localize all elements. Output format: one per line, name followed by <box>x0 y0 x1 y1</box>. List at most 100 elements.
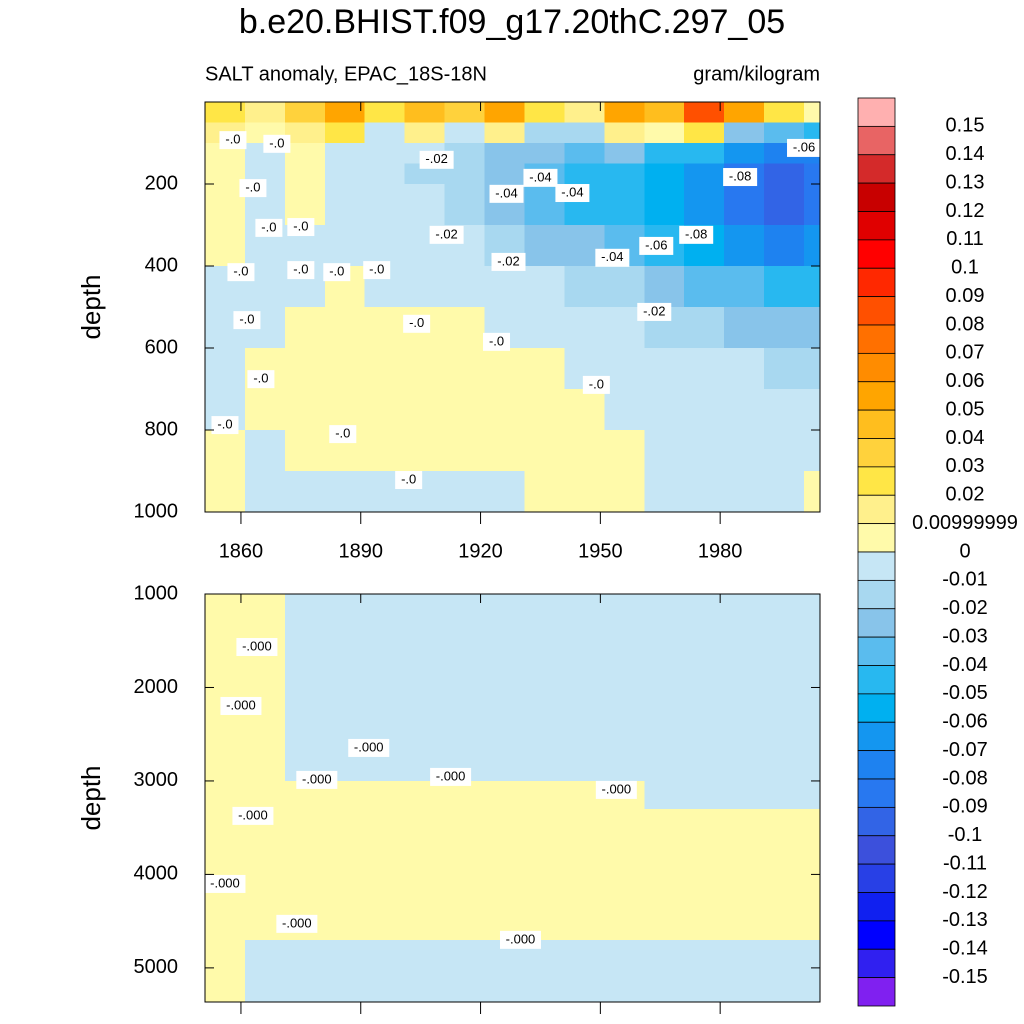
contour-cell <box>444 348 486 390</box>
plot-area: -.000 -.000 -.000 -.000 -.000 -.000 -.000 -.000… <box>205 594 820 1002</box>
colorbar-box <box>857 182 896 212</box>
contour-label: -.0 <box>217 417 232 432</box>
contour-cell <box>764 471 805 512</box>
contour-cell <box>724 102 765 123</box>
contour-label-bg <box>499 930 541 949</box>
contour-label-bg <box>348 738 390 757</box>
contour-label: -.02 <box>425 151 447 166</box>
y-tick-label: 400 <box>145 254 178 276</box>
contour-cell <box>324 163 366 185</box>
contour-cell <box>604 874 645 941</box>
contour-cell <box>244 389 286 431</box>
contour-cell <box>484 687 525 735</box>
contour-cell <box>804 163 820 185</box>
y-tick-label: 5000 <box>134 956 179 978</box>
contour-cell <box>804 874 820 941</box>
contour-cell <box>484 594 525 642</box>
contour-label-bg <box>595 248 630 267</box>
contour-cell <box>484 471 525 512</box>
contour-cell <box>564 143 605 164</box>
contour-label-bg <box>232 806 274 825</box>
contour-label: -.0 <box>253 371 268 386</box>
contour-cell <box>644 122 685 144</box>
contour-cell <box>284 143 326 164</box>
contour-cell <box>604 102 645 123</box>
contour-cell <box>604 734 645 782</box>
colorbar-label: 0.04 <box>946 427 985 449</box>
contour-cell <box>324 939 366 969</box>
colorbar-label: 0.14 <box>946 143 985 165</box>
contour-cell <box>524 967 565 1002</box>
colorbar-label: -0.01 <box>942 569 988 591</box>
colorbar-label: -0.07 <box>942 739 988 761</box>
colorbar-label: 0 <box>959 540 970 562</box>
contour-cell <box>444 184 486 226</box>
colorbar-label: 0.03 <box>946 455 985 477</box>
contour-cell <box>364 430 406 472</box>
contour-cell <box>524 808 565 875</box>
contour-cell <box>724 808 765 875</box>
contour-cell <box>724 640 765 688</box>
contour-label-bg <box>395 471 423 490</box>
colorbar-box <box>857 466 896 496</box>
x-tick-label: 1890 <box>338 540 383 562</box>
contour-cell <box>684 184 725 226</box>
contour-cell <box>804 348 820 390</box>
contour-cell <box>444 143 486 164</box>
contour-cell <box>644 687 685 735</box>
contour-cell <box>644 389 685 431</box>
contour-cell <box>684 348 725 390</box>
contour-cell <box>724 266 765 308</box>
contour-cell <box>444 102 486 123</box>
contour-cell <box>564 808 605 875</box>
contour-cell <box>604 939 645 969</box>
subtitle-right: gram/kilogram <box>693 63 820 85</box>
contour-label-bg <box>239 179 267 198</box>
colorbar-label: -0.02 <box>942 597 988 619</box>
contour-cell <box>205 348 246 390</box>
contour-cell <box>404 874 446 941</box>
contour-label: -.0 <box>401 471 416 486</box>
contour-cell <box>404 687 446 735</box>
contour-label: -.000 <box>302 771 332 786</box>
contour-cell <box>524 640 565 688</box>
contour-cell <box>724 939 765 969</box>
y-tick-label: 2000 <box>134 676 179 698</box>
colorbar-label: 0.09 <box>946 285 985 307</box>
contour-cell <box>205 939 246 969</box>
contour-cell <box>244 780 286 810</box>
contour-label: -.000 <box>436 768 466 783</box>
contour-label: -.0 <box>225 132 240 147</box>
contour-cell <box>444 122 486 144</box>
colorbar-label: -0.03 <box>942 625 988 647</box>
contour-cell <box>684 808 725 875</box>
contour-cell <box>324 122 366 144</box>
contour-cell <box>324 143 366 164</box>
colorbar-label: -0.14 <box>942 938 988 960</box>
contour-label-bg <box>679 225 714 244</box>
contour-cell <box>764 266 805 308</box>
contour-cell <box>484 122 525 144</box>
y-tick-label: 4000 <box>134 863 179 885</box>
contour-label: -.000 <box>602 781 632 796</box>
contour-label-bg <box>205 874 246 893</box>
contour-cell <box>804 808 820 875</box>
contour-cell <box>684 640 725 688</box>
colorbar-label: 0.02 <box>946 484 985 506</box>
colorbar-box <box>857 267 896 298</box>
contour-cell <box>524 225 565 267</box>
contour-label: -.0 <box>245 180 260 195</box>
contour-cell <box>524 687 565 735</box>
plot-frame <box>204 101 821 513</box>
contour-label: -.06 <box>793 139 815 154</box>
contour-cell <box>804 471 820 512</box>
contour-cell <box>644 430 685 472</box>
contour-label: -.04 <box>561 184 583 199</box>
contour-cell <box>284 939 326 969</box>
contour-cell <box>724 594 765 642</box>
contour-cell <box>684 430 725 472</box>
contour-cell <box>524 389 565 431</box>
contour-label-bg <box>263 134 291 153</box>
colorbar-label: -0.08 <box>942 767 988 789</box>
